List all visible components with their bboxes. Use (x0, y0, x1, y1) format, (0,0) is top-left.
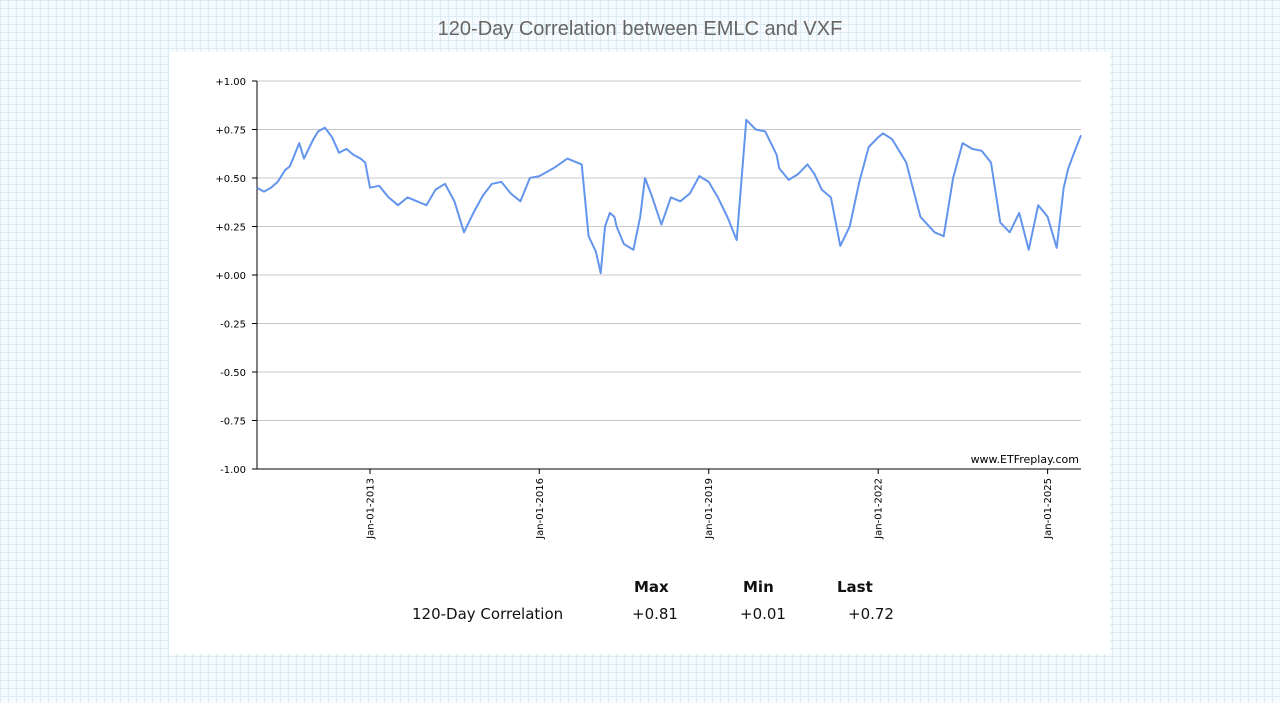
y-tick-label: +0.00 (215, 271, 246, 282)
chart-panel: +1.00 +0.75 +0.50 +0.25 +0.00 -0.25 -0.50 -0.75… (169, 52, 1110, 654)
y-tick-label: -0.50 (220, 368, 246, 379)
y-tick-label: -1.00 (220, 465, 246, 476)
page-title: 120-Day Correlation between EMLC and VXF (437, 18, 843, 40)
x-tick-label: Jan-01-2013 (366, 478, 377, 540)
y-tick-label: +0.25 (215, 223, 246, 234)
x-tick-label: Jan-01-2025 (1043, 478, 1054, 540)
y-tick-label: -0.75 (220, 417, 246, 428)
y-tick-label: +0.75 (215, 126, 246, 137)
x-tick-label: Jan-01-2022 (874, 478, 885, 540)
y-tick-label: +1.00 (215, 77, 246, 88)
watermark: www.ETFreplay.com (971, 453, 1079, 466)
y-tick-label: -0.25 (220, 320, 246, 331)
correlation-chart: +1.00 +0.75 +0.50 +0.25 +0.00 -0.25 -0.50 -0.75… (215, 77, 1082, 540)
y-tick-label: +0.50 (215, 174, 246, 185)
x-tick-label: Jan-01-2019 (704, 478, 715, 540)
x-tick-label: Jan-01-2016 (535, 478, 546, 540)
correlation-series-line (256, 118, 1082, 275)
